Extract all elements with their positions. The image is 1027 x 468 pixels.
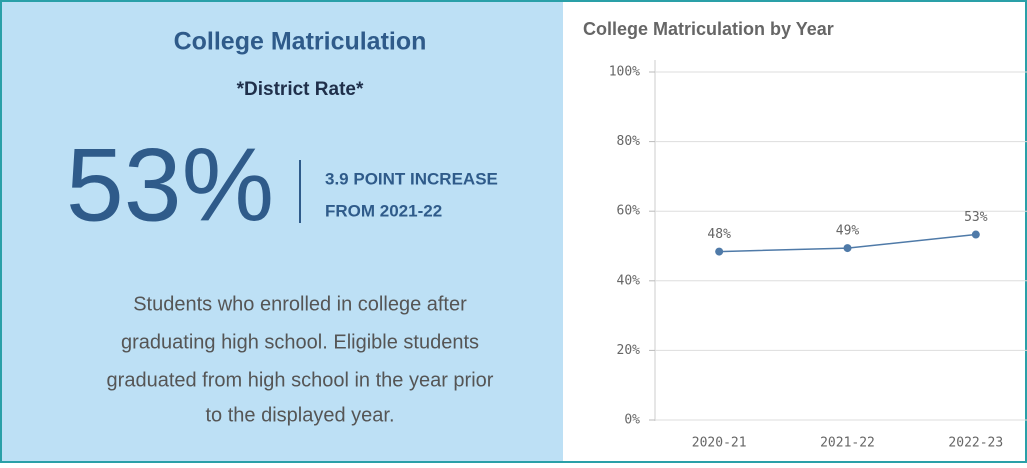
data-label: 53%: [964, 210, 988, 225]
x-tick-label: 2020-21: [692, 436, 747, 451]
kpi-subtitle: *District Rate*: [237, 79, 364, 100]
kpi-change: 3.9 POINT INCREASE: [325, 169, 498, 188]
kpi-description: graduated from high school in the year p…: [107, 369, 494, 391]
chart-title: College Matriculation by Year: [583, 19, 834, 39]
kpi-description: Students who enrolled in college after: [133, 293, 467, 315]
data-label: 49%: [836, 224, 860, 239]
y-tick-label: 40%: [617, 273, 641, 288]
kpi-change: FROM 2021-22: [325, 201, 442, 220]
data-label: 48%: [707, 227, 731, 242]
y-tick-label: 20%: [617, 343, 641, 358]
y-tick-label: 0%: [624, 413, 640, 428]
x-tick-label: 2022-23: [948, 436, 1003, 451]
kpi-description: graduating high school. Eligible student…: [121, 331, 479, 353]
marker: [971, 230, 980, 239]
y-tick-label: 100%: [609, 65, 640, 80]
kpi-description: to the displayed year.: [205, 404, 394, 426]
kpi-title: College Matriculation: [174, 28, 427, 56]
y-tick-label: 60%: [617, 204, 641, 219]
y-tick-label: 80%: [617, 134, 641, 149]
marker: [843, 244, 852, 253]
kpi-panel: [2, 2, 563, 461]
kpi-value: 53%: [66, 127, 274, 243]
x-tick-label: 2021-22: [820, 436, 875, 451]
marker: [715, 247, 724, 256]
